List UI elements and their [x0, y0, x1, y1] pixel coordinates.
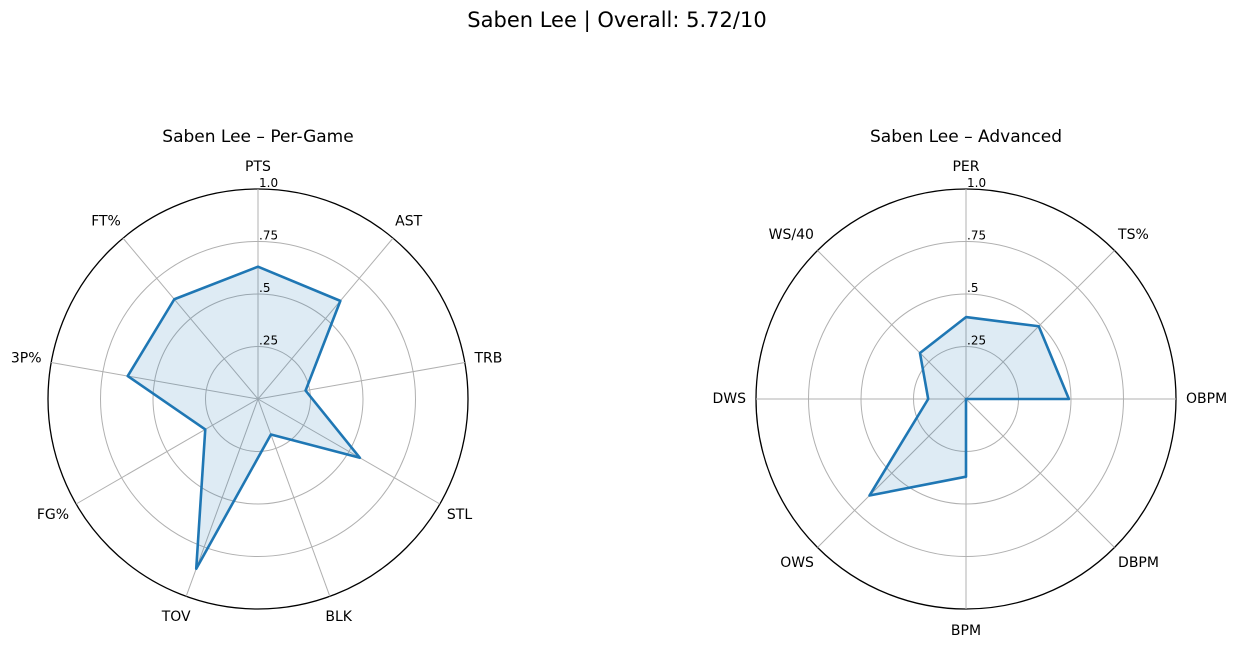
- category-label-fg-pct: FG%: [37, 507, 69, 523]
- category-label-bpm: BPM: [951, 623, 981, 639]
- category-label-obpm: OBPM: [1186, 391, 1227, 407]
- spoke-line: [257, 237, 394, 400]
- spoke-line: [257, 398, 441, 505]
- spoke-line: [817, 250, 967, 400]
- chart-title: Saben Lee – Per-Game: [162, 127, 353, 147]
- category-label-ws-40: WS/40: [769, 227, 814, 243]
- category-label-pts: PTS: [245, 159, 271, 175]
- radial-tick-label: 1.0: [967, 176, 986, 190]
- spoke-line: [965, 250, 1115, 400]
- spoke-line: [257, 398, 331, 597]
- radial-tick-label: .25: [967, 334, 986, 348]
- category-label-3p-pct: 3P%: [11, 351, 42, 367]
- category-label-stl: STL: [447, 507, 472, 523]
- category-label-blk: BLK: [325, 609, 352, 625]
- spoke-line: [257, 362, 465, 400]
- radial-tick-label: .5: [967, 281, 978, 295]
- spoke-line: [51, 362, 259, 400]
- radial-tick-label: .5: [259, 281, 270, 295]
- series-area: [869, 317, 1069, 496]
- category-label-tov: TOV: [161, 609, 191, 625]
- spoke-line: [75, 398, 259, 505]
- category-label-ts-pct: TS%: [1117, 227, 1149, 243]
- category-label-trb: TRB: [473, 351, 502, 367]
- radial-tick-label: .75: [259, 229, 278, 243]
- radial-tick-label: 1.0: [259, 176, 278, 190]
- category-label-dws: DWS: [712, 391, 746, 407]
- category-label-ast: AST: [395, 213, 422, 229]
- spoke-line: [817, 398, 967, 548]
- radial-tick-label: .25: [259, 334, 278, 348]
- category-label-ft-pct: FT%: [91, 213, 121, 229]
- series-line: [126, 265, 362, 571]
- series-area: [127, 266, 360, 569]
- spoke-line: [965, 398, 1115, 548]
- category-label-dbpm: DBPM: [1118, 555, 1159, 571]
- spoke-line: [122, 237, 259, 400]
- chart-title: Saben Lee – Advanced: [870, 127, 1062, 147]
- radial-tick-label: .75: [967, 229, 986, 243]
- category-label-per: PER: [952, 159, 979, 175]
- category-label-ows: OWS: [780, 555, 814, 571]
- figure-title: Saben Lee | Overall: 5.72/10: [467, 8, 767, 32]
